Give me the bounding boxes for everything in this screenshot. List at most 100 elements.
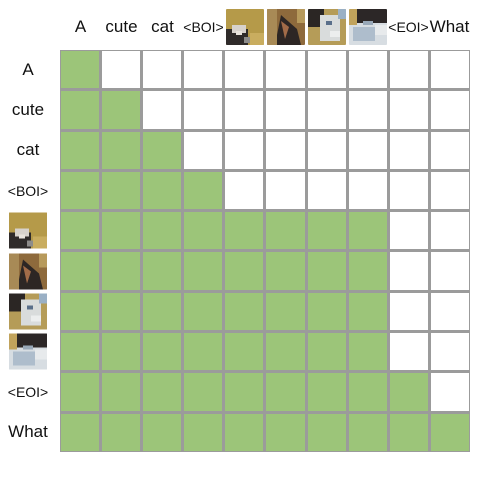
attend-cell-r7-c6 [307,333,346,371]
attend-cell-r9-c9 [430,413,469,451]
attend-cell-r7-c7 [348,333,387,371]
attend-cell-r8-c1 [102,373,141,411]
masked-cell-r0-c8 [389,51,428,89]
attend-cell-r4-c3 [184,212,223,250]
masked-cell-r3-c5 [266,171,305,210]
attend-cell-r3-c3 [184,171,223,210]
column-label-1: cute [105,17,138,36]
column-cat-image-patch-1-icon [224,8,265,46]
attend-cell-r7-c0 [61,333,100,371]
attend-cell-r9-c4 [225,413,264,451]
attend-cell-r5-c6 [307,252,346,290]
masked-cell-r7-c9 [430,333,469,371]
attend-cell-r4-c0 [61,212,100,250]
masked-cell-r4-c8 [389,212,428,250]
attend-cell-r0-c0 [61,51,100,89]
attend-cell-r6-c7 [348,292,387,331]
row-label-8: <EOI> [7,383,49,400]
row-cat-image-patch-2-icon [0,251,56,291]
masked-cell-r1-c4 [225,91,264,129]
attend-cell-r4-c4 [225,212,264,250]
attend-cell-r4-c6 [307,212,346,250]
attend-cell-r5-c0 [61,252,100,290]
attend-cell-r2-c0 [61,131,100,169]
attend-cell-r6-c3 [184,292,223,331]
attend-cell-r6-c5 [266,292,305,331]
masked-cell-r1-c5 [266,91,305,129]
masked-cell-r2-c9 [430,131,469,169]
masked-cell-r0-c9 [430,51,469,89]
masked-cell-r3-c8 [389,171,428,210]
cat-image-patch-4-icon [348,9,387,45]
masked-cell-r0-c4 [225,51,264,89]
attend-cell-r6-c0 [61,292,100,331]
masked-cell-r1-c7 [348,91,387,129]
attend-cell-r4-c7 [348,212,387,250]
attend-cell-r1-c1 [102,91,141,129]
column-label-9: What [429,17,470,36]
cat-image-patch-2-icon [266,9,305,45]
masked-cell-r0-c1 [102,51,141,89]
row-label-0: A [22,60,34,79]
column-label-0: A [74,17,87,36]
masked-cell-r6-c9 [430,292,469,331]
attend-cell-r8-c0 [61,373,100,411]
attend-cell-r9-c3 [184,413,223,451]
masked-cell-r7-c8 [389,333,428,371]
column-cat-image-patch-3-icon [306,8,347,46]
masked-cell-r0-c2 [143,51,182,89]
cat-image-patch-3-icon [9,293,47,330]
masked-cell-r2-c7 [348,131,387,169]
attend-cell-r7-c1 [102,333,141,371]
attend-cell-r6-c4 [225,292,264,331]
attend-cell-r6-c6 [307,292,346,331]
attend-cell-r4-c5 [266,212,305,250]
attend-cell-r1-c0 [61,91,100,129]
masked-cell-r3-c9 [430,171,469,210]
masked-cell-r0-c7 [348,51,387,89]
row-cat-image-patch-3-icon [0,291,56,331]
row-label-1: cute [11,100,45,120]
attend-cell-r3-c2 [143,171,182,210]
attend-cell-r9-c6 [307,413,346,451]
attention-mask-grid [60,50,470,452]
row-cat-image-patch-1-icon [0,211,56,251]
attend-cell-r7-c3 [184,333,223,371]
attend-cell-r6-c2 [143,292,182,331]
masked-cell-r0-c5 [266,51,305,89]
masked-cell-r3-c6 [307,171,346,210]
cat-image-patch-4-icon [9,333,47,370]
row-label-3: <BOI> [7,182,49,199]
attend-cell-r8-c2 [143,373,182,411]
attend-cell-r9-c7 [348,413,387,451]
cat-image-patch-2-icon [9,253,47,290]
cat-image-patch-1-icon [225,9,264,45]
masked-cell-r3-c7 [348,171,387,210]
attend-cell-r5-c5 [266,252,305,290]
attend-cell-r5-c2 [143,252,182,290]
masked-cell-r2-c8 [389,131,428,169]
attend-cell-r6-c1 [102,292,141,331]
masked-cell-r1-c8 [389,91,428,129]
attend-cell-r9-c1 [102,413,141,451]
attend-cell-r2-c2 [143,131,182,169]
attend-cell-r8-c6 [307,373,346,411]
masked-cell-r0-c3 [184,51,223,89]
attend-cell-r2-c1 [102,131,141,169]
masked-cell-r2-c4 [225,131,264,169]
attend-cell-r5-c1 [102,252,141,290]
masked-cell-r1-c3 [184,91,223,129]
masked-cell-r5-c8 [389,252,428,290]
masked-cell-r4-c9 [430,212,469,250]
attend-cell-r7-c4 [225,333,264,371]
attend-cell-r8-c5 [266,373,305,411]
attend-cell-r3-c0 [61,171,100,210]
attend-cell-r4-c1 [102,212,141,250]
attend-cell-r9-c5 [266,413,305,451]
masked-cell-r8-c9 [430,373,469,411]
cat-image-patch-3-icon [307,9,346,45]
masked-cell-r2-c6 [307,131,346,169]
column-cat-image-patch-2-icon [265,8,306,46]
attend-cell-r7-c2 [143,333,182,371]
masked-cell-r1-c9 [430,91,469,129]
